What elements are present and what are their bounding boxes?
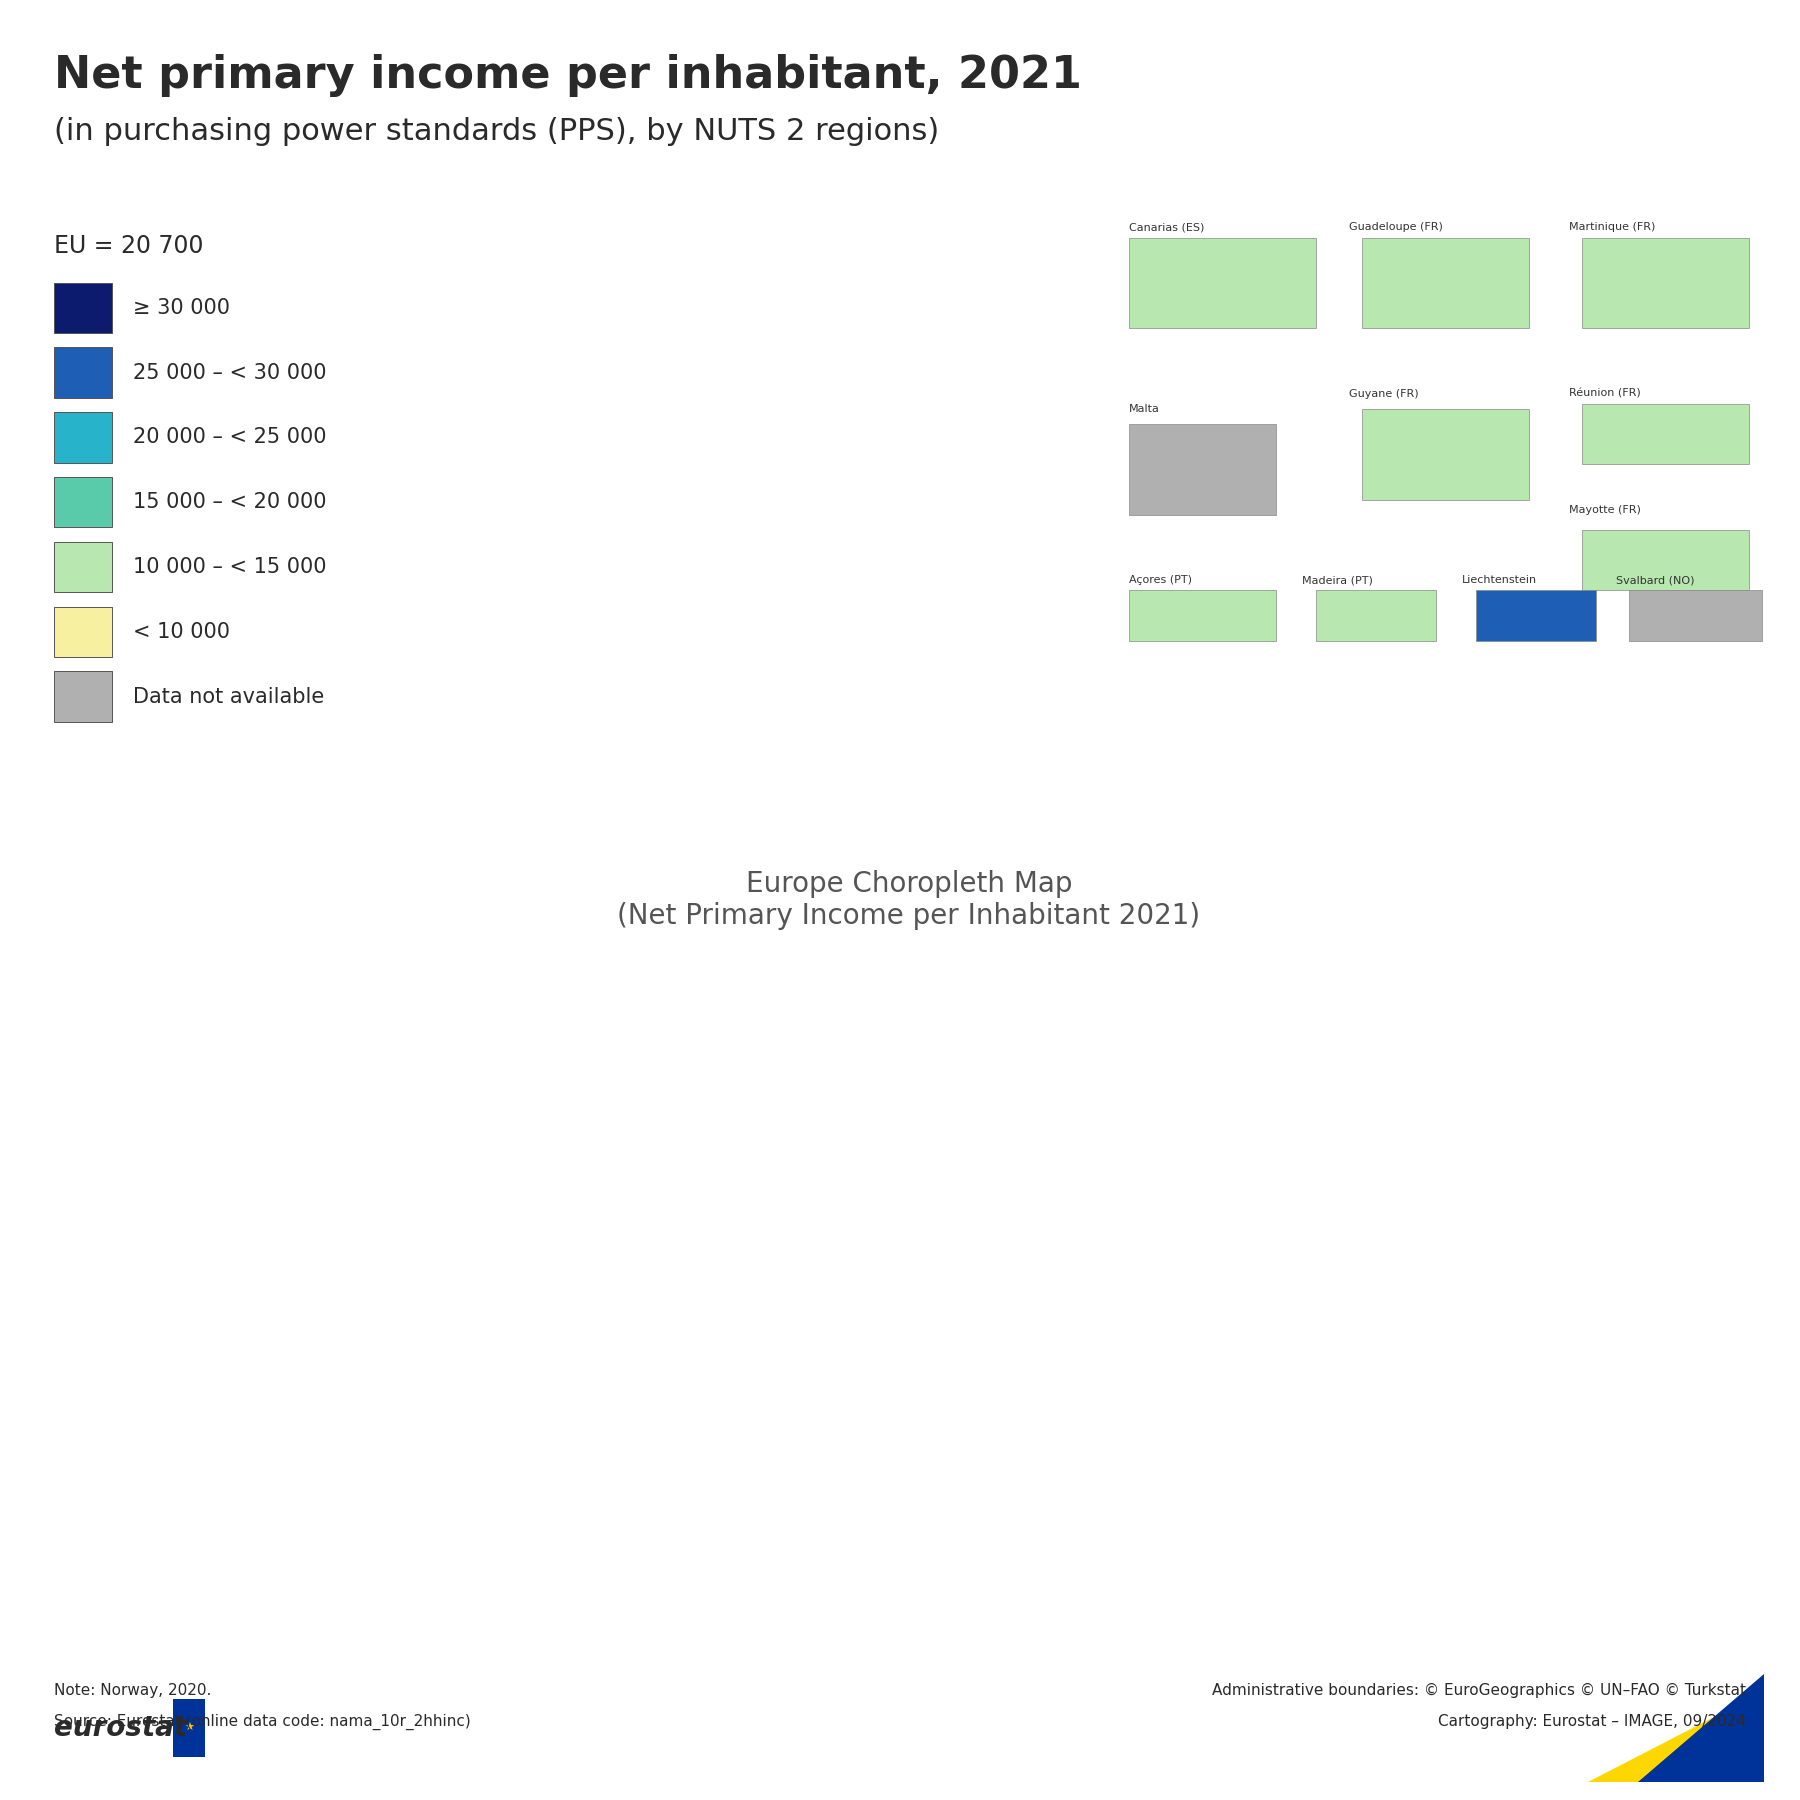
Text: Guadeloupe (FR): Guadeloupe (FR) (1350, 223, 1444, 232)
Text: Svalbard (NO): Svalbard (NO) (1616, 576, 1694, 585)
FancyBboxPatch shape (1129, 238, 1316, 328)
FancyBboxPatch shape (1582, 529, 1748, 590)
Text: Net primary income per inhabitant, 2021: Net primary income per inhabitant, 2021 (54, 54, 1082, 97)
FancyBboxPatch shape (1129, 425, 1276, 515)
Text: EU = 20 700: EU = 20 700 (54, 234, 203, 257)
Text: Martinique (FR): Martinique (FR) (1570, 223, 1656, 232)
Text: Source: Eurostat (online data code: nama_10r_2hhinc): Source: Eurostat (online data code: nama… (54, 1714, 472, 1730)
FancyBboxPatch shape (1476, 590, 1595, 641)
Text: < 10 000: < 10 000 (133, 621, 230, 643)
Text: Note: Norway, 2020.: Note: Norway, 2020. (54, 1683, 211, 1697)
Text: Açores (PT): Açores (PT) (1129, 576, 1192, 585)
Text: ≥ 30 000: ≥ 30 000 (133, 297, 230, 319)
Text: Canarias (ES): Canarias (ES) (1129, 223, 1204, 232)
Text: (in purchasing power standards (PPS), by NUTS 2 regions): (in purchasing power standards (PPS), by… (54, 117, 940, 146)
FancyBboxPatch shape (1316, 590, 1436, 641)
Text: 10 000 – < 15 000: 10 000 – < 15 000 (133, 556, 328, 578)
Text: Europe Choropleth Map
(Net Primary Income per Inhabitant 2021): Europe Choropleth Map (Net Primary Incom… (617, 869, 1201, 931)
Text: eurostat: eurostat (54, 1714, 187, 1742)
FancyBboxPatch shape (1629, 590, 1762, 641)
FancyBboxPatch shape (1129, 590, 1276, 641)
Text: 20 000 – < 25 000: 20 000 – < 25 000 (133, 427, 328, 448)
Polygon shape (1588, 1717, 1714, 1782)
FancyBboxPatch shape (1582, 403, 1748, 464)
FancyBboxPatch shape (1582, 238, 1748, 328)
Text: Cartography: Eurostat – IMAGE, 09/2024: Cartography: Eurostat – IMAGE, 09/2024 (1438, 1714, 1746, 1728)
Text: Malta: Malta (1129, 403, 1161, 414)
Text: ★: ★ (184, 1723, 194, 1733)
FancyBboxPatch shape (1363, 409, 1528, 500)
FancyBboxPatch shape (173, 1699, 205, 1757)
Text: Guyane (FR): Guyane (FR) (1350, 389, 1418, 400)
Text: Mayotte (FR): Mayotte (FR) (1570, 504, 1642, 515)
Text: Administrative boundaries: © EuroGeographics © UN–FAO © Turkstat: Administrative boundaries: © EuroGeograp… (1211, 1683, 1746, 1697)
Polygon shape (1638, 1674, 1764, 1782)
Text: 15 000 – < 20 000: 15 000 – < 20 000 (133, 491, 328, 513)
Text: 25 000 – < 30 000: 25 000 – < 30 000 (133, 362, 328, 383)
Text: Madeira (PT): Madeira (PT) (1303, 576, 1373, 585)
FancyBboxPatch shape (1363, 238, 1528, 328)
Text: Data not available: Data not available (133, 686, 324, 707)
Text: Liechtenstein: Liechtenstein (1462, 576, 1537, 585)
Text: Réunion (FR): Réunion (FR) (1570, 389, 1640, 400)
